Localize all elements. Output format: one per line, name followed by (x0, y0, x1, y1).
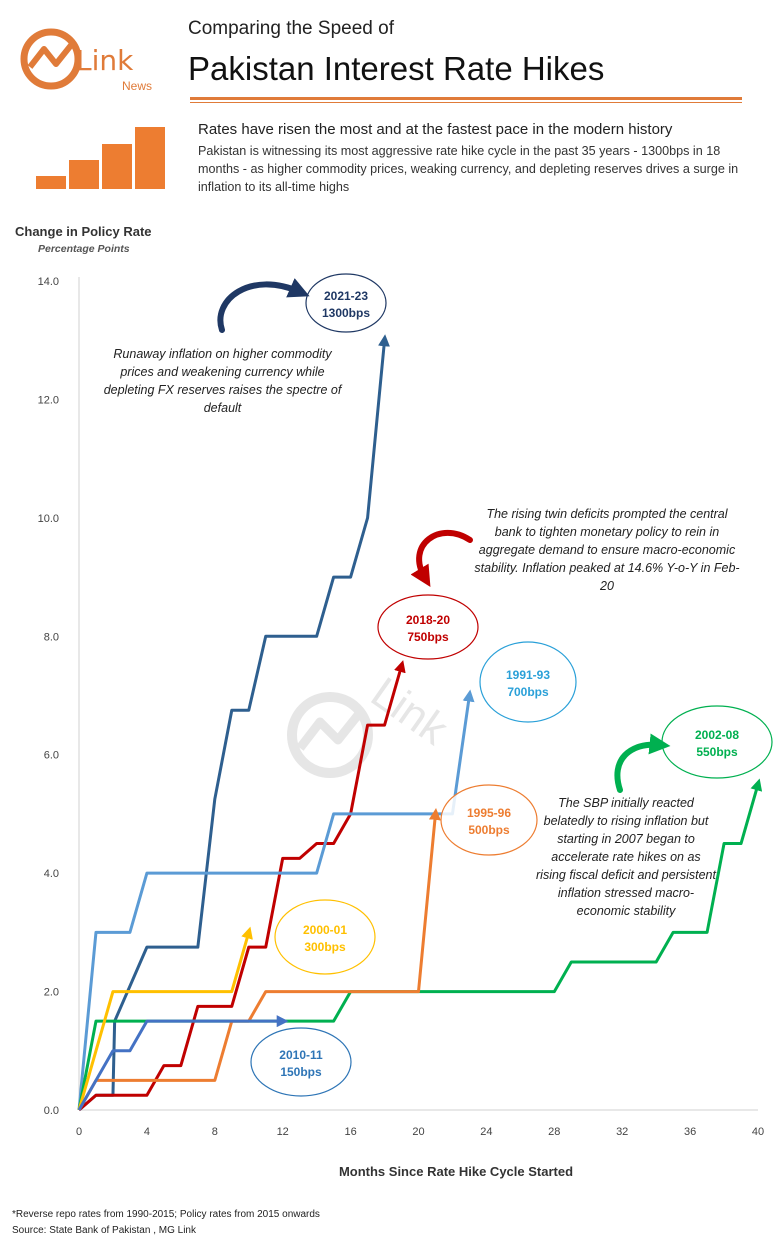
series-name-label: 2000-01 (303, 923, 347, 937)
y-tick-label: 4.0 (44, 868, 59, 880)
series-value-label: 500bps (468, 823, 510, 837)
annotation-2002-08: The SBP initially reacted belatedly to r… (536, 796, 716, 918)
series-line-2018-20 (78, 660, 406, 1112)
x-tick-label: 16 (344, 1126, 356, 1138)
series-label-bubble (250, 1027, 352, 1097)
x-tick-label: 28 (548, 1126, 560, 1138)
series-value-label: 1300bps (322, 306, 370, 320)
logo-main-text: Link (76, 44, 134, 77)
x-tick-label: 40 (752, 1126, 764, 1138)
series-name-label: 2018-20 (406, 613, 450, 627)
x-tick-label: 24 (480, 1126, 492, 1138)
x-axis-title: Months Since Rate Hike Cycle Started (338, 1164, 574, 1179)
series-line-1995-96 (77, 807, 441, 1111)
x-tick-label: 0 (76, 1126, 82, 1138)
series-value-label: 750bps (407, 630, 449, 644)
y-axis-title: Change in Policy Rate (15, 224, 152, 239)
page-subtitle: Comparing the Speed of (188, 18, 394, 39)
y-tick-label: 0.0 (44, 1105, 59, 1117)
y-axis-units: Percentage Points (38, 243, 130, 255)
series-line-2010-11 (77, 1015, 289, 1111)
watermark-logo-icon: Link (287, 668, 457, 778)
footnote: *Reverse repo rates from 1990-2015; Poli… (12, 1209, 320, 1220)
series-label-bubble (440, 784, 538, 856)
series-label-bubble (377, 594, 479, 660)
curved-arrow-2018-icon (410, 529, 473, 587)
series-value-label: 300bps (304, 940, 346, 954)
curved-arrow-2021-icon (217, 278, 310, 333)
x-tick-label: 4 (144, 1126, 150, 1138)
series-label-bubble (479, 641, 577, 723)
series-name-label: 2010-11 (279, 1048, 323, 1062)
title-rule-thin (190, 102, 742, 103)
x-tick-label: 36 (684, 1126, 696, 1138)
x-tick-label: 8 (212, 1126, 218, 1138)
y-tick-label: 6.0 (44, 750, 59, 762)
x-tick-label: 12 (277, 1126, 289, 1138)
series-label-bubble (274, 899, 376, 975)
series-name-label: 1991-93 (506, 668, 550, 682)
bar-chart-icon (36, 127, 165, 189)
y-tick-label: 10.0 (38, 513, 59, 525)
y-tick-label: 2.0 (44, 987, 59, 999)
source-note: Source: State Bank of Pakistan , MG Link (12, 1225, 196, 1236)
annotation-2018-20: The rising twin deficits prompted the ce… (474, 507, 740, 593)
series-line-1991-93 (77, 689, 475, 1111)
series-label-bubble (661, 705, 773, 779)
series-label-bubble (305, 273, 387, 333)
curved-arrow-2002-icon (614, 733, 671, 793)
series-name-label: 1995-96 (467, 806, 511, 820)
annotation-2021-23: Runaway inflation on higher commodity pr… (103, 347, 342, 415)
title-rule (190, 97, 742, 100)
logo-sub-text: News (122, 79, 152, 93)
y-tick-label: 14.0 (38, 276, 59, 288)
headline: Rates have risen the most and at the fas… (198, 121, 673, 138)
series-value-label: 150bps (280, 1065, 322, 1079)
y-tick-label: 8.0 (44, 631, 59, 643)
series-value-label: 550bps (696, 745, 738, 759)
description: Pakistan is witnessing its most aggressi… (198, 144, 739, 194)
series-line-2000-01 (77, 926, 253, 1111)
x-tick-label: 32 (616, 1126, 628, 1138)
y-tick-label: 12.0 (38, 394, 59, 406)
page-title: Pakistan Interest Rate Hikes (188, 50, 605, 87)
x-tick-label: 20 (412, 1126, 424, 1138)
series-value-label: 700bps (507, 685, 549, 699)
logo: Link News (18, 12, 168, 97)
series-name-label: 2002-08 (695, 728, 739, 742)
logo-mark-icon: Link News (20, 28, 152, 93)
series-line-2021-23 (78, 334, 390, 1112)
series-name-label: 2021-23 (324, 289, 368, 303)
